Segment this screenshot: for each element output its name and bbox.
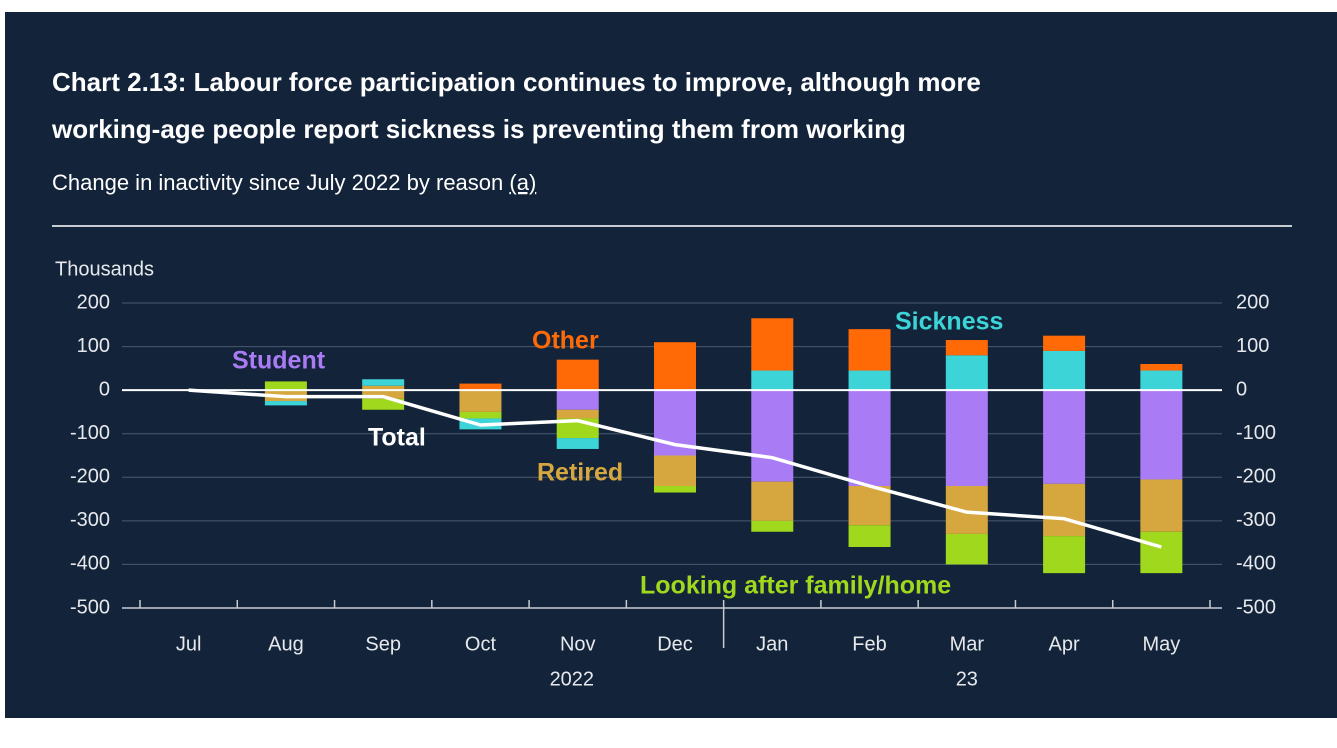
y2-tick-label: -100 — [1236, 422, 1276, 444]
y2-tick-label: 100 — [1236, 335, 1269, 357]
chart-title: Chart 2.13: Labour force participation c… — [52, 67, 981, 97]
bar-segment — [654, 486, 696, 493]
bar-segment — [459, 383, 502, 391]
bar-segment — [362, 385, 405, 391]
bar-segment — [1043, 350, 1086, 391]
subtitle: Change in inactivity since July 2022 by … — [52, 170, 536, 195]
bar-segment — [459, 411, 502, 419]
y2-tick-label: -200 — [1236, 466, 1276, 488]
bar-segment — [362, 390, 405, 399]
x-tick-label: Apr — [1049, 633, 1080, 655]
bar-segment — [556, 359, 599, 391]
y-tick-label: 200 — [77, 291, 110, 313]
bar-segment — [751, 370, 794, 391]
year-label: 23 — [956, 668, 978, 690]
series-label: Retired — [537, 459, 623, 487]
bar-segment — [751, 318, 794, 371]
bar-segment — [556, 409, 599, 419]
y-tick-label: 0 — [99, 378, 110, 400]
y-tick-label: -300 — [70, 509, 110, 531]
x-tick-label: Dec — [657, 633, 693, 655]
bar-segment — [1140, 479, 1183, 532]
bar-segment — [459, 390, 502, 412]
y2-tick-label: -300 — [1236, 509, 1276, 531]
x-tick-label: Sep — [365, 633, 401, 655]
bar-segment — [945, 355, 988, 391]
y-tick-label: 100 — [77, 335, 110, 357]
x-tick-label: Feb — [852, 633, 886, 655]
bar-segment — [848, 525, 891, 547]
y-tick-label: -400 — [70, 553, 110, 575]
y-tick-label: -200 — [70, 466, 110, 488]
bar-segment — [1140, 531, 1183, 574]
y2-tick-label: -500 — [1236, 596, 1276, 618]
series-label: Other — [532, 327, 599, 355]
bar-segment — [1140, 390, 1183, 480]
y2-tick-label: -400 — [1236, 553, 1276, 575]
bar-segment — [362, 398, 405, 410]
bar-segment — [848, 390, 891, 486]
bar-segment — [751, 481, 794, 521]
x-tick-label: May — [1142, 633, 1180, 655]
bar-segment — [1043, 390, 1086, 484]
bar-segment — [945, 533, 988, 565]
bar-segment — [848, 486, 891, 526]
y2-tick-label: 0 — [1236, 378, 1247, 400]
bar-segment — [264, 401, 307, 406]
bar-segment — [1043, 335, 1086, 351]
y2-tick-label: 200 — [1236, 291, 1269, 313]
series-label: Student — [232, 347, 326, 375]
total-line — [188, 388, 1162, 549]
y-tick-label: -500 — [70, 596, 110, 618]
bar-segment — [1140, 370, 1183, 391]
bar-segment — [945, 390, 988, 486]
series-label: Total — [368, 424, 426, 452]
y-tick-label: -100 — [70, 422, 110, 444]
bar-segment — [654, 342, 696, 391]
year-label: 2022 — [550, 668, 595, 690]
bar-segment — [751, 520, 794, 532]
x-tick-label: Jul — [176, 633, 202, 655]
bar-segment — [362, 379, 405, 386]
series-label: Sickness — [895, 308, 1003, 336]
bar-segment — [264, 381, 307, 391]
bar-segment — [848, 329, 891, 371]
chart-title: working-age people report sickness is pr… — [51, 114, 906, 144]
bar-segment — [751, 390, 794, 482]
bar-segment — [848, 370, 891, 391]
footnote-link[interactable]: (a) — [509, 170, 536, 195]
bar-segment — [1140, 364, 1183, 371]
y-axis-label: Thousands — [55, 258, 154, 280]
x-tick-label: Aug — [268, 633, 304, 655]
subtitle-text: Change in inactivity since July 2022 by … — [52, 170, 503, 195]
x-tick-label: Oct — [465, 633, 497, 655]
x-tick-label: Mar — [950, 633, 985, 655]
bar-segment — [1043, 483, 1086, 537]
x-tick-label: Jan — [756, 633, 788, 655]
x-tick-label: Nov — [560, 633, 596, 655]
series-label: Looking after family/home — [640, 572, 951, 600]
bar-segment — [945, 340, 988, 356]
bar-segment — [654, 455, 696, 486]
bar-segment — [556, 438, 599, 449]
bar-segment — [556, 390, 599, 410]
bar-segment — [1043, 536, 1086, 574]
